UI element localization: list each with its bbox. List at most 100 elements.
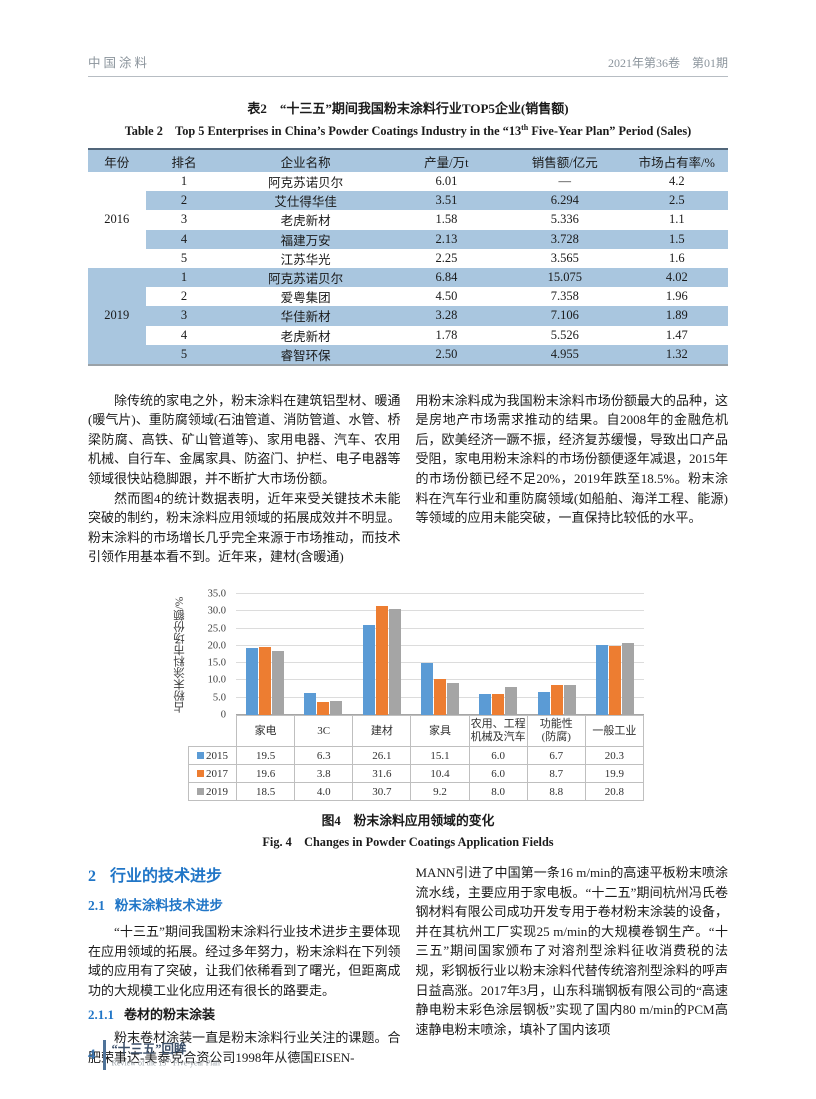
bar-2017-6 <box>550 684 563 716</box>
table-cell: 2.25 <box>388 248 504 268</box>
paragraph: 用粉末涂料成为我国粉末涂料市场份额最大的品种，这是房地产市场需求推动的结果。自2… <box>415 392 729 526</box>
chart-plot-row: 0 5.0 10.0 15.0 20.0 25.0 30.0 35.0 <box>208 589 644 721</box>
footer-divider <box>102 1040 106 1070</box>
gridline <box>236 662 644 664</box>
table-cell: 2 <box>145 287 223 307</box>
table-cell: 4.955 <box>503 344 626 365</box>
value-cell: 26.1 <box>352 746 412 766</box>
table-cell: 2.13 <box>388 229 504 249</box>
table-cell: 4.02 <box>625 267 728 288</box>
table-cell: 爱粤集团 <box>222 287 389 307</box>
value-cell: 18.5 <box>235 782 296 802</box>
chart-table-row: 2015 19.5 6.3 26.1 15.1 6.0 6.7 20.3 <box>188 746 645 766</box>
running-header: 中国涂料 2021年第36卷 第01期 <box>88 0 728 77</box>
table-cell: 4.2 <box>625 172 728 192</box>
category-header: 家具 <box>410 715 470 748</box>
lower-left-column: 2 行业的技术进步 2.1 粉末涂料技术进步 “十三五”期间我国粉末涂料行业技术进步… <box>88 863 401 1067</box>
chart-table-body: 2015 19.5 6.3 26.1 15.1 6.0 6.7 20.3 2017 19.6 3.8… <box>188 746 645 802</box>
bar-2017-4 <box>433 679 446 716</box>
issue-info: 2021年第36卷 第01期 <box>607 56 728 70</box>
table-cell: 1.47 <box>625 325 728 345</box>
table-cell: 5 <box>145 248 223 268</box>
category-header: 功能性 (防腐) <box>526 715 586 748</box>
category-header: 一般工业 <box>584 715 645 748</box>
subsection-number: 2.1 <box>88 897 105 913</box>
table-cell: 3.565 <box>503 248 626 268</box>
subsubsection-title: 卷材的粉末涂装 <box>124 1006 216 1022</box>
table-row: 5 江苏华光 2.25 3.565 1.6 <box>88 248 728 268</box>
table2-title-en-suffix: Five-Year Plan” Period (Sales) <box>528 124 692 138</box>
bar-2015-4 <box>420 662 433 716</box>
bar-2019-1 <box>272 651 285 716</box>
column-header: 销售额/亿元 <box>503 149 626 172</box>
bar-2019-3 <box>388 608 401 716</box>
table-cell: 1.89 <box>625 306 728 326</box>
bar-2019-7 <box>621 643 634 716</box>
paragraph: MANN引进了中国第一条16 m/min的高速平板粉末喷涂流水线，主要应用于家电… <box>415 865 729 1037</box>
bar-group <box>353 594 411 716</box>
chart-table-header-row: 家电 3C 建材 家具 农用、工程 机械及汽车 功能性 (防腐) 一般工业 <box>189 715 645 748</box>
bar-2019-2 <box>330 701 343 716</box>
table-cell: 4 <box>145 325 223 345</box>
bar-2015-7 <box>595 644 608 716</box>
table-cell: 1.32 <box>625 344 728 365</box>
bar-groups <box>236 594 644 716</box>
table-row: 3 华佳新材 3.28 7.106 1.89 <box>88 306 728 326</box>
value-cell: 8.0 <box>468 782 528 802</box>
table-row: 4 老虎新材 1.78 5.526 1.47 <box>88 325 728 345</box>
paragraph: “十三五”期间我国粉末涂料行业技术进步主要体现在应用领域的拓展。经过多年努力，粉… <box>88 924 401 998</box>
value-cell: 6.3 <box>294 746 354 766</box>
value-cell: 6.0 <box>468 764 528 784</box>
table-cell: 4 <box>145 229 223 249</box>
year-cell: 2016 <box>88 172 146 268</box>
legend-swatch-2019 <box>197 787 204 795</box>
table-cell: 江苏华光 <box>222 248 389 268</box>
bar-2019-6 <box>563 684 576 716</box>
table-cell: 华佳新材 <box>222 306 389 326</box>
table2-title-en: Table 2 Top 5 Enterprises in China’s Pow… <box>88 121 728 139</box>
footer-subtitle-suffix: Five-year Plan <box>171 1058 220 1068</box>
table-row: 2 爱粤集团 4.50 7.358 1.96 <box>88 287 728 307</box>
upper-text-columns: 除传统的家电之外，粉末涂料在建筑铝型材、暖通(暖气片)、重防腐领域(石油管道、消… <box>88 391 728 567</box>
legend-label: 2019 <box>206 785 228 798</box>
table-cell: 阿克苏诺贝尔 <box>222 267 389 288</box>
chart-yticks: 0 5.0 10.0 15.0 20.0 25.0 30.0 35.0 <box>188 589 230 721</box>
value-cell: 8.7 <box>526 764 586 784</box>
y-axis-label: 占粉末涂料市场份额/% <box>174 596 186 714</box>
bar-group <box>294 594 352 716</box>
table-cell: 老虎新材 <box>222 325 389 345</box>
column-header: 年份 <box>88 149 146 172</box>
y-tick-label: 25.0 <box>207 623 226 635</box>
bar-2015-3 <box>362 624 375 716</box>
chart-table-stub <box>189 716 237 747</box>
table-cell: 7.358 <box>503 287 626 307</box>
bar-2017-5 <box>492 694 505 716</box>
table-cell: 阿克苏诺贝尔 <box>222 172 389 192</box>
table-cell: 3.51 <box>388 191 504 211</box>
legend-label: 2017 <box>206 767 228 780</box>
table-cell: 1 <box>145 172 223 192</box>
gridline <box>236 644 644 646</box>
y-tick-label: 30.0 <box>207 605 226 617</box>
value-cell: 6.0 <box>468 746 528 766</box>
top5-header-row: 年份 排名 企业名称 产量/万t 销售额/亿元 市场占有率/% <box>88 149 728 172</box>
subsubsection-number: 2.1.1 <box>88 1006 114 1022</box>
column-header: 企业名称 <box>222 149 389 172</box>
top5-table: 年份 排名 企业名称 产量/万t 销售额/亿元 市场占有率/% 2016 1 阿克苏诺贝尔 6.… <box>88 148 728 366</box>
y-tick-label: 10.0 <box>207 674 226 686</box>
legend-cell: 2019 <box>188 782 237 802</box>
footer-page-number: 4 <box>88 1046 96 1063</box>
upper-left-column: 除传统的家电之外，粉末涂料在建筑铝型材、暖通(暖气片)、重防腐领域(石油管道、消… <box>88 391 401 567</box>
bar-group <box>469 594 527 716</box>
top5-table-body: 2016 1 阿克苏诺贝尔 6.01—4.2 2 艾仕得华佳 3.51 6.294 2.5 3 老虎… <box>88 172 728 365</box>
value-cell: 30.7 <box>352 782 412 802</box>
figure-caption-zh: 图4 粉末涂料应用领域的变化 <box>321 814 495 829</box>
chart-table-row: 2017 19.6 3.8 31.6 10.4 6.0 8.7 19.9 <box>188 764 645 784</box>
table-cell: 3 <box>145 306 223 326</box>
bar-2017-1 <box>259 647 272 716</box>
table-row: 5 睿智环保 2.50 4.955 1.32 <box>88 344 728 365</box>
column-header: 市场占有率/% <box>625 149 728 172</box>
table-cell: 7.106 <box>503 306 626 326</box>
table-cell: 1.6 <box>625 248 728 268</box>
table-cell: 3.728 <box>503 229 626 249</box>
